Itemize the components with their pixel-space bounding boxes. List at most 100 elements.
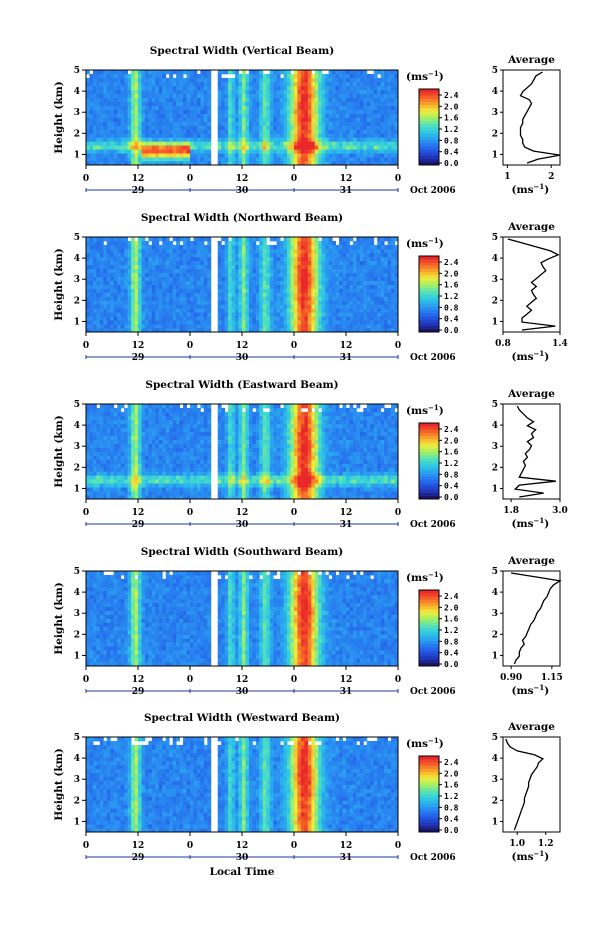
heatmap-cell (231, 89, 236, 95)
heatmap-cell (242, 149, 246, 154)
heatmap-cell (110, 89, 115, 95)
heatmap-cell (144, 292, 149, 297)
heatmap-cell (106, 423, 111, 429)
heatmap-cell (92, 85, 97, 91)
heatmap-cell (228, 145, 232, 150)
heatmap-cell (387, 288, 392, 293)
heatmap-cell (110, 284, 115, 289)
heatmap-cell (248, 320, 253, 325)
heatmap-cell (207, 324, 212, 329)
heatmap-cell (127, 288, 132, 293)
heatmap-cell (387, 316, 392, 321)
heatmap-cell (190, 328, 194, 333)
heatmap-cell (252, 141, 257, 146)
heatmap-cell (196, 157, 201, 162)
heatmap-cell (86, 252, 90, 258)
heatmap-cell (245, 101, 250, 107)
heatmap-cell (92, 296, 97, 301)
heatmap-cell (224, 121, 229, 126)
heatmap-cell (377, 252, 382, 258)
heatmap-cell (366, 93, 371, 99)
heatmap-cell (200, 296, 205, 301)
heatmap-cell (339, 109, 343, 114)
heatmap-cell (134, 459, 139, 464)
heatmap-cell (366, 268, 371, 274)
heatmap-cell (169, 133, 174, 138)
heatmap-cell (283, 113, 288, 118)
heatmap-cell (117, 141, 122, 146)
heatmap-cell (92, 157, 97, 162)
heatmap-cell (169, 404, 174, 409)
heatmap-cell (99, 435, 104, 441)
heatmap-cell (131, 451, 135, 456)
heatmap-cell (165, 121, 170, 126)
heatmap-cell (92, 105, 97, 110)
heatmap-cell (134, 292, 139, 297)
heatmap-cell (363, 149, 368, 154)
heatmap-cell (328, 157, 333, 162)
heatmap-cell (311, 157, 316, 162)
heatmap-cell (238, 149, 243, 154)
heatmap-cell (342, 109, 347, 114)
heatmap-cell (151, 467, 156, 472)
heatmap-cell (297, 312, 302, 317)
heatmap-cell (287, 153, 291, 158)
heatmap-cell (252, 308, 257, 313)
heatmap-cell (172, 411, 177, 417)
heatmap-cell (127, 296, 132, 301)
heatmap-cell (217, 256, 222, 262)
heatmap-cell (248, 312, 253, 317)
colorbar-tick-label: 2.4 (444, 91, 459, 100)
heatmap-cell (200, 324, 205, 329)
heatmap-cell (335, 296, 340, 301)
heatmap-cell (318, 109, 323, 114)
heatmap-cell (179, 316, 184, 321)
heatmap-cell (300, 70, 305, 75)
heatmap-cell (391, 272, 395, 277)
heatmap-cell (307, 101, 312, 107)
heatmap-cell (186, 284, 191, 289)
heatmap-cell (314, 272, 319, 277)
heatmap-cell (321, 260, 326, 266)
heatmap-cell (242, 256, 246, 262)
heatmap-cell (183, 316, 187, 321)
heatmap-cell (89, 431, 94, 437)
heatmap-cell (235, 324, 239, 329)
heatmap-cell (290, 288, 295, 293)
heatmap-cell (370, 248, 375, 254)
heatmap-cell (248, 113, 253, 118)
heatmap-cell (106, 483, 111, 488)
heatmap-cell (283, 93, 288, 99)
heatmap-cell (106, 455, 111, 460)
heatmap-cell (290, 161, 295, 166)
heatmap-cell (113, 459, 118, 464)
heatmap-cell (144, 419, 149, 425)
heatmap-cell (96, 320, 101, 325)
heatmap-cell (165, 133, 170, 138)
heatmap-cell (307, 105, 312, 110)
heatmap-cell (235, 296, 239, 301)
heatmap-cell (113, 81, 118, 87)
heatmap-cell (325, 125, 330, 130)
heatmap-cell (99, 109, 104, 114)
heatmap-cell (283, 312, 288, 317)
heatmap-cell (179, 272, 184, 277)
colorbar-cell (419, 328, 439, 333)
heatmap-cell (103, 248, 108, 254)
heatmap-cell (224, 264, 229, 270)
heatmap-cell (169, 288, 174, 293)
heatmap-cell (162, 292, 167, 297)
heatmap-cell (141, 491, 146, 496)
heatmap-cell (151, 427, 156, 433)
colorbar-cell (419, 142, 439, 147)
colorbar-cell (419, 123, 439, 128)
heatmap-cell (346, 121, 350, 126)
heatmap-cell (106, 77, 111, 83)
heatmap-cell (307, 252, 312, 258)
heatmap-cell (349, 304, 354, 309)
heatmap-cell (127, 244, 132, 250)
heatmap-cell (193, 296, 198, 301)
heatmap-cell (148, 256, 153, 262)
heatmap-cell (259, 101, 264, 107)
heatmap-cell (151, 443, 156, 448)
